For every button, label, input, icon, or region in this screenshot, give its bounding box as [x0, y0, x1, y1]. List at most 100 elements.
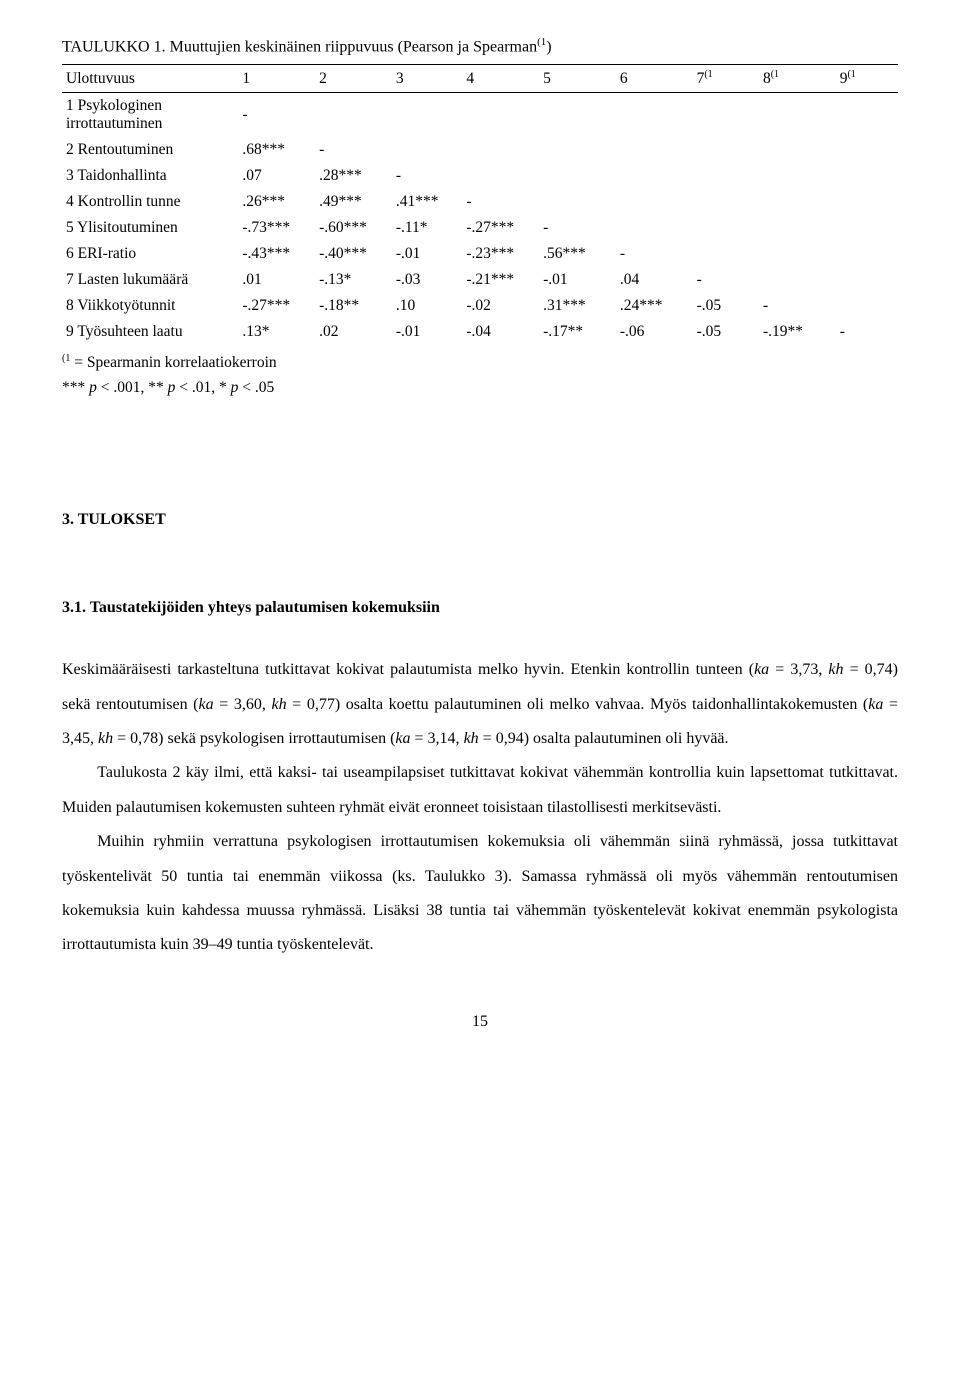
cell: .07 — [238, 163, 315, 189]
cell — [392, 93, 463, 138]
cell — [836, 137, 898, 163]
cell: -.23*** — [462, 241, 539, 267]
cell: - — [693, 267, 759, 293]
cell: - — [392, 163, 463, 189]
cell — [836, 267, 898, 293]
col-2: 2 — [315, 65, 392, 93]
cell: .68*** — [238, 137, 315, 163]
cell — [616, 189, 693, 215]
cell: -.18** — [315, 293, 392, 319]
cell — [539, 189, 616, 215]
table-row: 8 Viikkotyötunnit-.27***-.18**.10-.02.31… — [62, 293, 898, 319]
cell: .56*** — [539, 241, 616, 267]
cell — [462, 93, 539, 138]
cell: .01 — [238, 267, 315, 293]
cell: .26*** — [238, 189, 315, 215]
row-label: 6 ERI-ratio — [62, 241, 238, 267]
cell — [616, 163, 693, 189]
cell: -.05 — [693, 319, 759, 345]
page-number: 15 — [62, 1013, 898, 1031]
subsection-heading: 3.1. Taustatekijöiden yhteys palautumise… — [62, 599, 898, 617]
row-label: 2 Rentoutuminen — [62, 137, 238, 163]
row-label: 7 Lasten lukumäärä — [62, 267, 238, 293]
table-title: TAULUKKO 1. Muuttujien keskinäinen riipp… — [62, 36, 898, 56]
col-1: 1 — [238, 65, 315, 93]
cell: .04 — [616, 267, 693, 293]
cell: -.03 — [392, 267, 463, 293]
cell — [315, 93, 392, 138]
body-text: Keskimääräisesti tarkasteltuna tutkittav… — [62, 653, 898, 963]
table-footnote: (1 = Spearmanin korrelaatiokerroin *** p… — [62, 351, 898, 401]
cell: -.60*** — [315, 215, 392, 241]
cell: .02 — [315, 319, 392, 345]
row-label: 3 Taidonhallinta — [62, 163, 238, 189]
cell — [759, 93, 836, 138]
row-label: 4 Kontrollin tunne — [62, 189, 238, 215]
cell: - — [836, 319, 898, 345]
col-3: 3 — [392, 65, 463, 93]
cell — [616, 137, 693, 163]
paragraph-1: Keskimääräisesti tarkasteltuna tutkittav… — [62, 653, 898, 756]
cell: -.13* — [315, 267, 392, 293]
cell: .49*** — [315, 189, 392, 215]
cell: .28*** — [315, 163, 392, 189]
cell: -.27*** — [462, 215, 539, 241]
cell: -.40*** — [315, 241, 392, 267]
section-heading: 3. TULOKSET — [62, 511, 898, 529]
cell: -.01 — [539, 267, 616, 293]
cell: -.01 — [392, 319, 463, 345]
table-row: 9 Työsuhteen laatu.13*.02-.01-.04-.17**-… — [62, 319, 898, 345]
cell — [616, 93, 693, 138]
cell: -.05 — [693, 293, 759, 319]
cell — [693, 215, 759, 241]
cell — [693, 189, 759, 215]
cell — [693, 137, 759, 163]
cell — [836, 189, 898, 215]
cell: -.21*** — [462, 267, 539, 293]
cell — [836, 215, 898, 241]
table-row: 2 Rentoutuminen.68***- — [62, 137, 898, 163]
col-7: 7(1 — [693, 65, 759, 93]
table-row: 5 Ylisitoutuminen-.73***-.60***-.11*-.27… — [62, 215, 898, 241]
col-4: 4 — [462, 65, 539, 93]
cell: - — [539, 215, 616, 241]
cell — [836, 241, 898, 267]
cell: .31*** — [539, 293, 616, 319]
cell — [462, 163, 539, 189]
cell: .13* — [238, 319, 315, 345]
cell: -.19** — [759, 319, 836, 345]
cell: -.04 — [462, 319, 539, 345]
cell: .24*** — [616, 293, 693, 319]
cell — [693, 163, 759, 189]
row-label: 1 Psykologinenirrottautuminen — [62, 93, 238, 138]
cell — [759, 163, 836, 189]
table-row: 6 ERI-ratio-.43***-.40***-.01-.23***.56*… — [62, 241, 898, 267]
cell — [759, 189, 836, 215]
cell — [693, 241, 759, 267]
cell — [462, 137, 539, 163]
cell — [616, 215, 693, 241]
col-8: 8(1 — [759, 65, 836, 93]
row-label: 9 Työsuhteen laatu — [62, 319, 238, 345]
cell — [539, 137, 616, 163]
cell: - — [315, 137, 392, 163]
table-title-suffix: ) — [546, 38, 551, 55]
table-title-sup: (1 — [537, 36, 546, 48]
header-label: Ulottuvuus — [62, 65, 238, 93]
cell: -.11* — [392, 215, 463, 241]
cell: .10 — [392, 293, 463, 319]
col-5: 5 — [539, 65, 616, 93]
table-row: 7 Lasten lukumäärä.01-.13*-.03-.21***-.0… — [62, 267, 898, 293]
cell — [759, 267, 836, 293]
cell: -.43*** — [238, 241, 315, 267]
row-label: 8 Viikkotyötunnit — [62, 293, 238, 319]
correlation-table: Ulottuvuus 1 2 3 4 5 6 7(1 8(1 9(1 1 Psy… — [62, 64, 898, 345]
cell: - — [238, 93, 315, 138]
paragraph-2: Taulukosta 2 käy ilmi, että kaksi- tai u… — [62, 756, 898, 825]
cell: - — [462, 189, 539, 215]
cell: .41*** — [392, 189, 463, 215]
cell: -.06 — [616, 319, 693, 345]
table-row: 4 Kontrollin tunne.26***.49***.41***- — [62, 189, 898, 215]
cell — [836, 293, 898, 319]
cell: -.27*** — [238, 293, 315, 319]
